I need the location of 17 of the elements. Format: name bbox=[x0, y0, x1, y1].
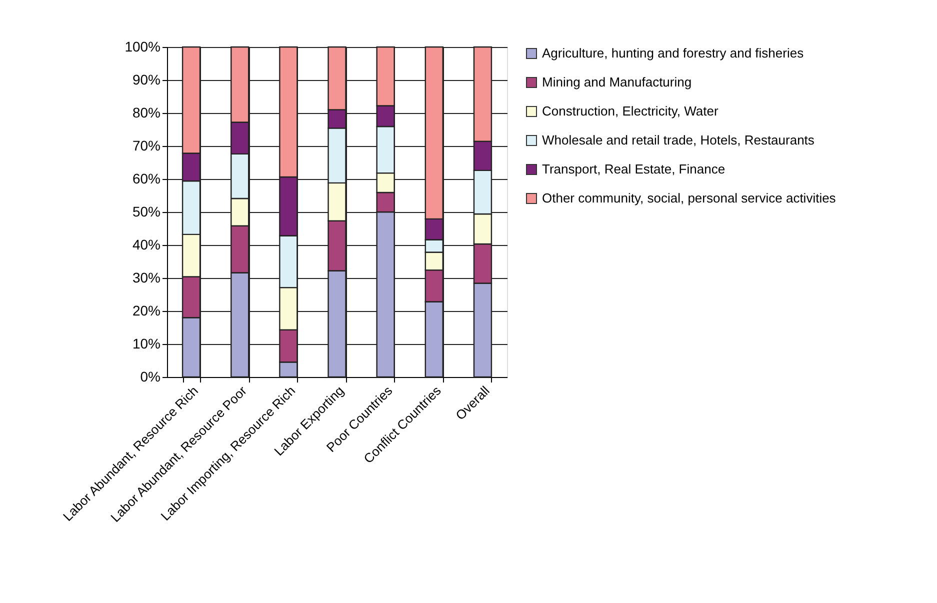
legend-label: Agriculture, hunting and forestry and fisheries bbox=[542, 46, 804, 60]
y-tick-label: 30% bbox=[132, 270, 160, 286]
y-tick-label: 100% bbox=[124, 38, 160, 54]
y-tick-label: 90% bbox=[132, 72, 160, 88]
legend-label: Other community, social, personal service activities bbox=[542, 190, 836, 206]
y-tick-label: 80% bbox=[132, 104, 160, 120]
legend-label: Mining and Manufacturing bbox=[542, 74, 692, 90]
y-tick-label: 0% bbox=[140, 368, 160, 384]
y-tick-label: 50% bbox=[132, 204, 160, 220]
legend-label: Wholesale and retail trade, Hotels, Restaurants bbox=[542, 132, 815, 148]
legend-label: Construction, Electricity, Water bbox=[542, 104, 719, 118]
y-tick-label: 70% bbox=[132, 138, 160, 154]
legend-label: Transport, Real Estate, Finance bbox=[542, 162, 726, 176]
y-tick-label: 10% bbox=[132, 336, 160, 352]
y-tick-label: 40% bbox=[132, 236, 160, 252]
y-tick-label: 60% bbox=[132, 170, 160, 186]
y-tick-label: 20% bbox=[132, 302, 160, 318]
